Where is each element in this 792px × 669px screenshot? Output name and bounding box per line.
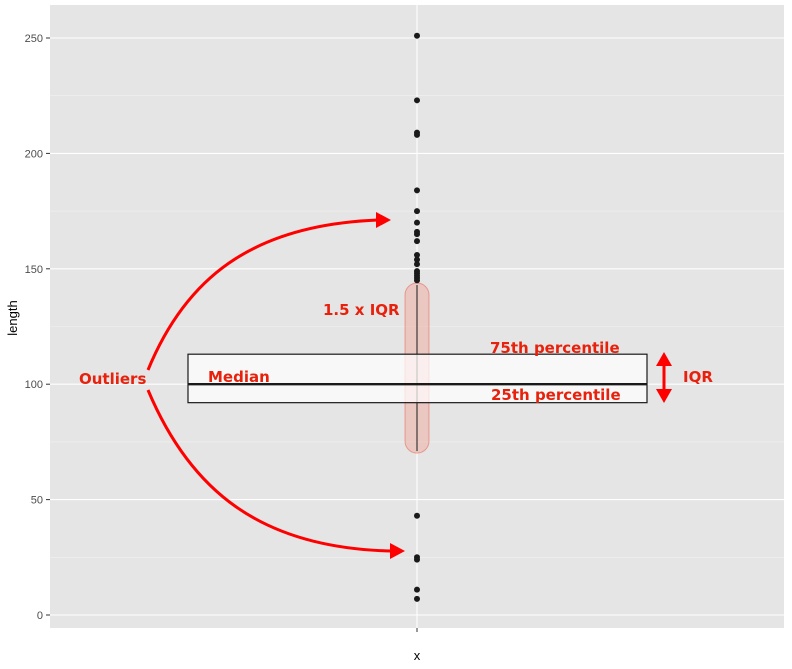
y-tick-label: 200 [25, 148, 43, 160]
outlier-point [414, 261, 420, 268]
x-axis-title: x [414, 648, 421, 663]
arrow-to-lower-outliers [146, 389, 392, 553]
outlier-point [414, 238, 420, 245]
y-tick-label: 50 [31, 495, 43, 507]
iqr-label: IQR [683, 368, 713, 386]
outlier-point [414, 131, 420, 138]
y-tick-label: 0 [37, 610, 43, 622]
outlier-point [414, 219, 420, 226]
outlier-point [414, 97, 420, 104]
outlier-points [414, 32, 420, 602]
arrowhead-lower [390, 543, 405, 559]
whisker-range-label: 1.5 x IQR [323, 301, 400, 319]
iqr-arrowhead-down [656, 389, 672, 403]
outlier-point [414, 208, 420, 215]
outlier-point [414, 251, 420, 258]
y-tick-label: 250 [25, 33, 43, 45]
arrowhead-upper [376, 212, 391, 228]
outlier-point [414, 556, 420, 563]
y-tick-label: 150 [25, 264, 43, 276]
median-label: Median [208, 368, 270, 386]
y-axis-ticks: 0 50 100 150 200 250 [25, 33, 50, 622]
p25-label: 25th percentile [491, 386, 621, 404]
outlier-point [414, 277, 420, 284]
outlier-point [414, 512, 420, 519]
iqr-box [187, 353, 648, 404]
outlier-point [414, 187, 420, 194]
p75-label: 75th percentile [490, 339, 620, 357]
outlier-point [414, 595, 420, 602]
annotations: Outliers Median 75th percentile 25th per… [79, 212, 713, 559]
outlier-point [414, 32, 420, 39]
outlier-point [414, 231, 420, 238]
y-tick-label: 100 [25, 379, 43, 391]
y-axis-title: length [5, 300, 20, 335]
arrow-to-upper-outliers [146, 218, 379, 371]
iqr-arrowhead-up [656, 352, 672, 366]
outliers-label: Outliers [79, 370, 146, 388]
outlier-point [414, 586, 420, 593]
outlier-point [414, 256, 420, 263]
